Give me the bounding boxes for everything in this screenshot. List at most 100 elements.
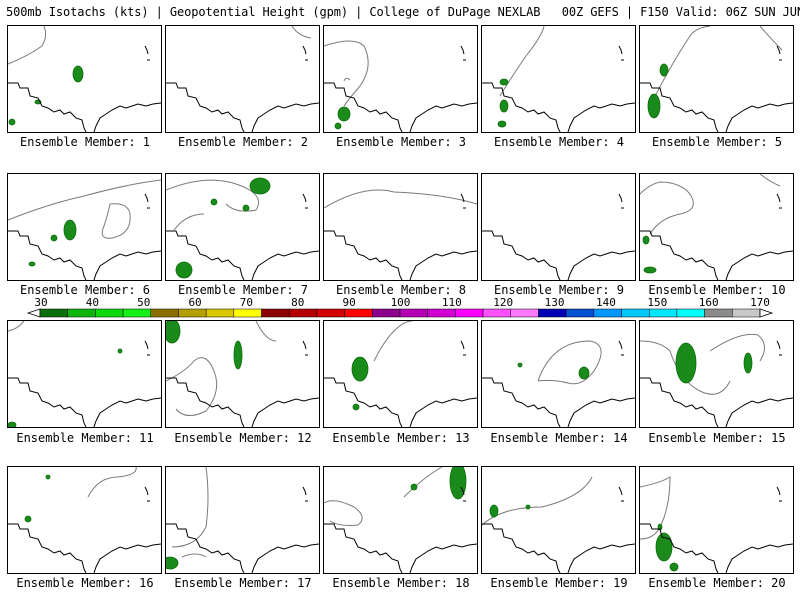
map-header: 500mb Isotachs (kts) | Geopotential Heig… [6,5,800,19]
isotach-area [675,342,697,384]
colorbar-swatch [399,308,428,318]
island-outline [302,193,307,203]
island-outline [302,486,307,496]
height-contour [8,179,161,221]
colorbar-swatch [95,308,124,318]
member-label: Ensemble Member: 9 [493,283,625,297]
island-outline [144,193,149,203]
isotach-area [8,118,16,126]
isotach-area [166,556,179,570]
isotach-area [45,474,51,480]
height-contour [373,321,413,362]
height-contour [324,40,369,107]
isotach-area [249,177,271,195]
isotach-area [72,65,84,83]
height-contour [101,203,131,239]
ensemble-map-19 [481,466,636,574]
ensemble-map-8 [323,173,478,281]
isotach-area [642,235,650,245]
coastline [482,523,635,573]
coastline [482,82,635,132]
member-label: Ensemble Member: 19 [490,576,628,590]
colorbar-swatch [621,308,650,318]
coastline [640,523,793,573]
member-label: Ensemble Member: 2 [177,135,309,149]
isotach-area [655,532,673,562]
coastline [640,230,793,280]
isotach-area [28,261,36,267]
colorbar-swatch [150,308,179,318]
colorbar-swatch [510,308,539,318]
colorbar-swatch [205,308,235,318]
ensemble-map-12 [165,320,320,428]
map-canvas [166,467,319,573]
colorbar-swatch [676,308,705,318]
map-canvas [8,321,161,427]
height-contour [537,340,602,385]
colorbar-tick-label: 50 [137,296,151,309]
island-outline [302,340,307,350]
colorbar-swatch [565,308,595,318]
height-contour [640,181,694,235]
island-outline [460,45,465,55]
height-contour [343,77,351,82]
colorbar-right-arrow [759,308,774,318]
map-canvas [482,193,635,280]
member-label: Ensemble Member: 10 [648,283,786,297]
colorbar-tick-label: 40 [85,296,99,309]
member-label: Ensemble Member: 11 [16,431,154,445]
member-label: Ensemble Member: 3 [335,135,467,149]
isotach-colorbar: 30 40 50 60 70 80 90 100 110 120 130 140 150 160 170 [0,296,800,320]
height-contour [324,189,477,209]
isotach-area [525,504,531,510]
map-canvas [166,321,319,427]
colorbar-swatch [455,308,484,318]
isotach-area [449,467,467,500]
coastline [324,377,477,427]
island-outline [302,45,307,55]
height-contour [403,467,443,498]
colorbar-swatch [261,308,290,318]
member-label: Ensemble Member: 20 [648,576,786,590]
height-contour [709,333,765,362]
map-canvas [324,40,477,132]
member-label: Ensemble Member: 15 [648,431,786,445]
coastline [8,377,161,427]
member-label: Ensemble Member: 5 [651,135,783,149]
colorbar-swatch [67,308,96,318]
coastline [166,523,319,573]
colorbar-swatch [704,308,733,318]
height-contour [166,357,218,416]
ensemble-map-13 [323,320,478,428]
colorbar-swatch [593,308,622,318]
member-label: Ensemble Member: 1 [19,135,151,149]
colorbar-tick-label: 130 [544,296,565,309]
isotach-area [499,78,509,86]
isotach-area [497,120,507,128]
isotach-area [24,515,32,523]
map-canvas [482,340,635,427]
member-label: Ensemble Member: 4 [493,135,625,149]
height-contour [166,179,259,212]
island-outline [144,340,149,350]
colorbar-swatch [538,308,567,318]
map-canvas [166,177,319,280]
member-label: Ensemble Member: 14 [490,431,628,445]
colorbar-tick-label: 60 [188,296,202,309]
member-label: Ensemble Member: 13 [332,431,470,445]
member-label: Ensemble Member: 17 [174,576,312,590]
map-canvas [640,476,793,573]
height-contour [499,26,545,97]
coastline [482,230,635,280]
colorbar-swatch [344,308,373,318]
island-outline [460,486,465,496]
colorbar-swatch [648,308,678,318]
coastline [8,230,161,280]
isotach-area [647,93,661,119]
ensemble-map-14 [481,320,636,428]
ensemble-map-17 [165,466,320,574]
map-canvas [324,321,477,427]
map-canvas [8,179,161,280]
colorbar-swatch [178,308,207,318]
